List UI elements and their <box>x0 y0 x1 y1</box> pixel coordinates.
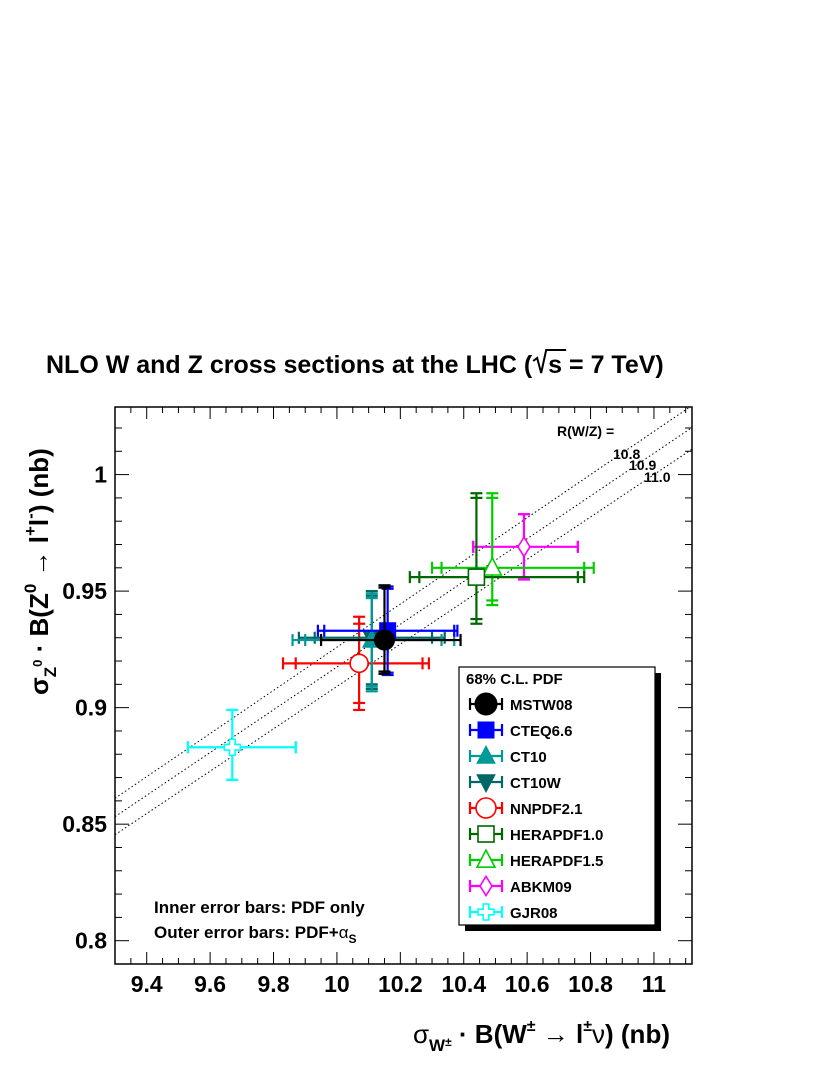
legend-entry: ABKM09 <box>468 874 572 898</box>
data-points <box>186 492 595 781</box>
legend-marker <box>475 848 497 869</box>
legend-label: MSTW08 <box>510 697 573 714</box>
legend-marker <box>475 797 497 819</box>
data-point <box>349 653 369 674</box>
y-tick-label: 0.85 <box>62 811 107 837</box>
y-tick-label: 0.8 <box>75 928 107 954</box>
x-tick-label: 9.6 <box>194 971 226 997</box>
legend-entry: HERAPDF1.0 <box>468 825 603 844</box>
axis-ticks <box>114 407 692 965</box>
legend-marker <box>477 903 495 921</box>
series-gjr08 <box>186 708 297 781</box>
legend-entry: MSTW08 <box>468 692 573 716</box>
plot-frame <box>114 406 693 965</box>
y-tick-label: 0.9 <box>75 695 107 721</box>
data-point <box>467 568 486 586</box>
legend-entry: NNPDF2.1 <box>468 797 583 819</box>
legend-label: ABKM09 <box>510 879 572 896</box>
legend: 68% C.L. PDF MSTW08 CTEQ6.6 CT10 CT10W NNPDF… <box>458 666 661 931</box>
ratio-value-label: 11.0 <box>644 469 671 485</box>
data-point <box>517 535 531 558</box>
ratio-value-label: 10.8 <box>613 446 640 462</box>
series-herapdf1-0 <box>408 492 586 625</box>
y-axis-label: σZ0 · B(Z0 → l+l-) (nb) <box>21 448 60 695</box>
ratio-labels: R(W/Z) = 10.810.911.0 <box>557 423 671 485</box>
x-tick-label: 9.8 <box>258 971 290 997</box>
x-tick-label: 10.2 <box>378 971 423 997</box>
ratio-value-label: 10.9 <box>629 457 656 473</box>
legend-marker <box>476 745 496 764</box>
legend-label: CTEQ6.6 <box>510 723 573 740</box>
series-nnpdf2-1 <box>281 615 430 712</box>
series-herapdf1-5 <box>430 492 595 607</box>
legend-entry: CT10W <box>468 774 562 793</box>
note-inner-error-bars: Inner error bars: PDF only <box>154 898 365 917</box>
note-outer-error-bars: Outer error bars: PDF+αS <box>154 923 357 946</box>
legend-label: HERAPDF1.5 <box>510 853 603 870</box>
legend-marker <box>477 825 495 843</box>
x-tick-label: 10.4 <box>441 971 486 997</box>
legend-label: HERAPDF1.0 <box>510 827 603 844</box>
chart-title: NLO W and Z cross sections at the LHC (​… <box>46 351 664 379</box>
x-axis-label: σW± · B(W± → l±ν) (nb) <box>413 1018 670 1055</box>
legend-entry: CT10 <box>468 745 547 766</box>
legend-title: 68% C.L. PDF <box>466 671 563 688</box>
data-point <box>223 738 242 757</box>
series-abkm09 <box>472 513 579 581</box>
legend-entries: MSTW08 CTEQ6.6 CT10 CT10W NNPDF2.1 HERAPDF1.0… <box>468 692 603 922</box>
y-tick-label: 1 <box>94 462 107 488</box>
x-tick-label: 10.8 <box>568 971 613 997</box>
ratio-lines <box>115 407 692 836</box>
data-point <box>373 629 395 651</box>
data-point <box>481 556 503 576</box>
sqrt-stroke <box>532 349 567 374</box>
legend-marker <box>477 721 495 739</box>
legend-label: CT10W <box>510 775 562 792</box>
legend-marker <box>476 774 496 793</box>
x-tick-label: 9.4 <box>131 971 163 997</box>
y-tick-label: 0.95 <box>62 578 107 604</box>
series-ct10 <box>291 592 456 693</box>
x-tick-label: 10.6 <box>505 971 550 997</box>
legend-marker <box>479 874 493 898</box>
tick-labels: 9.4 9.6 9.8 10 10.2 10.4 10.6 10.8 11 0.8 0.85 0.9 0… <box>62 462 666 997</box>
sqrt-symbol <box>532 349 567 374</box>
ratio-line <box>115 407 691 799</box>
ratio-header: R(W/Z) = <box>557 423 614 439</box>
legend-label: CT10 <box>510 749 547 766</box>
x-tick-label: 11 <box>642 971 667 997</box>
legend-entry: HERAPDF1.5 <box>468 848 603 870</box>
legend-entry: CTEQ6.6 <box>468 721 573 740</box>
legend-marker <box>474 692 498 716</box>
legend-entry: GJR08 <box>468 903 558 922</box>
series-mstw08 <box>319 584 462 675</box>
legend-label: NNPDF2.1 <box>510 801 583 818</box>
legend-label: GJR08 <box>510 905 558 922</box>
x-tick-label: 10 <box>324 971 350 997</box>
